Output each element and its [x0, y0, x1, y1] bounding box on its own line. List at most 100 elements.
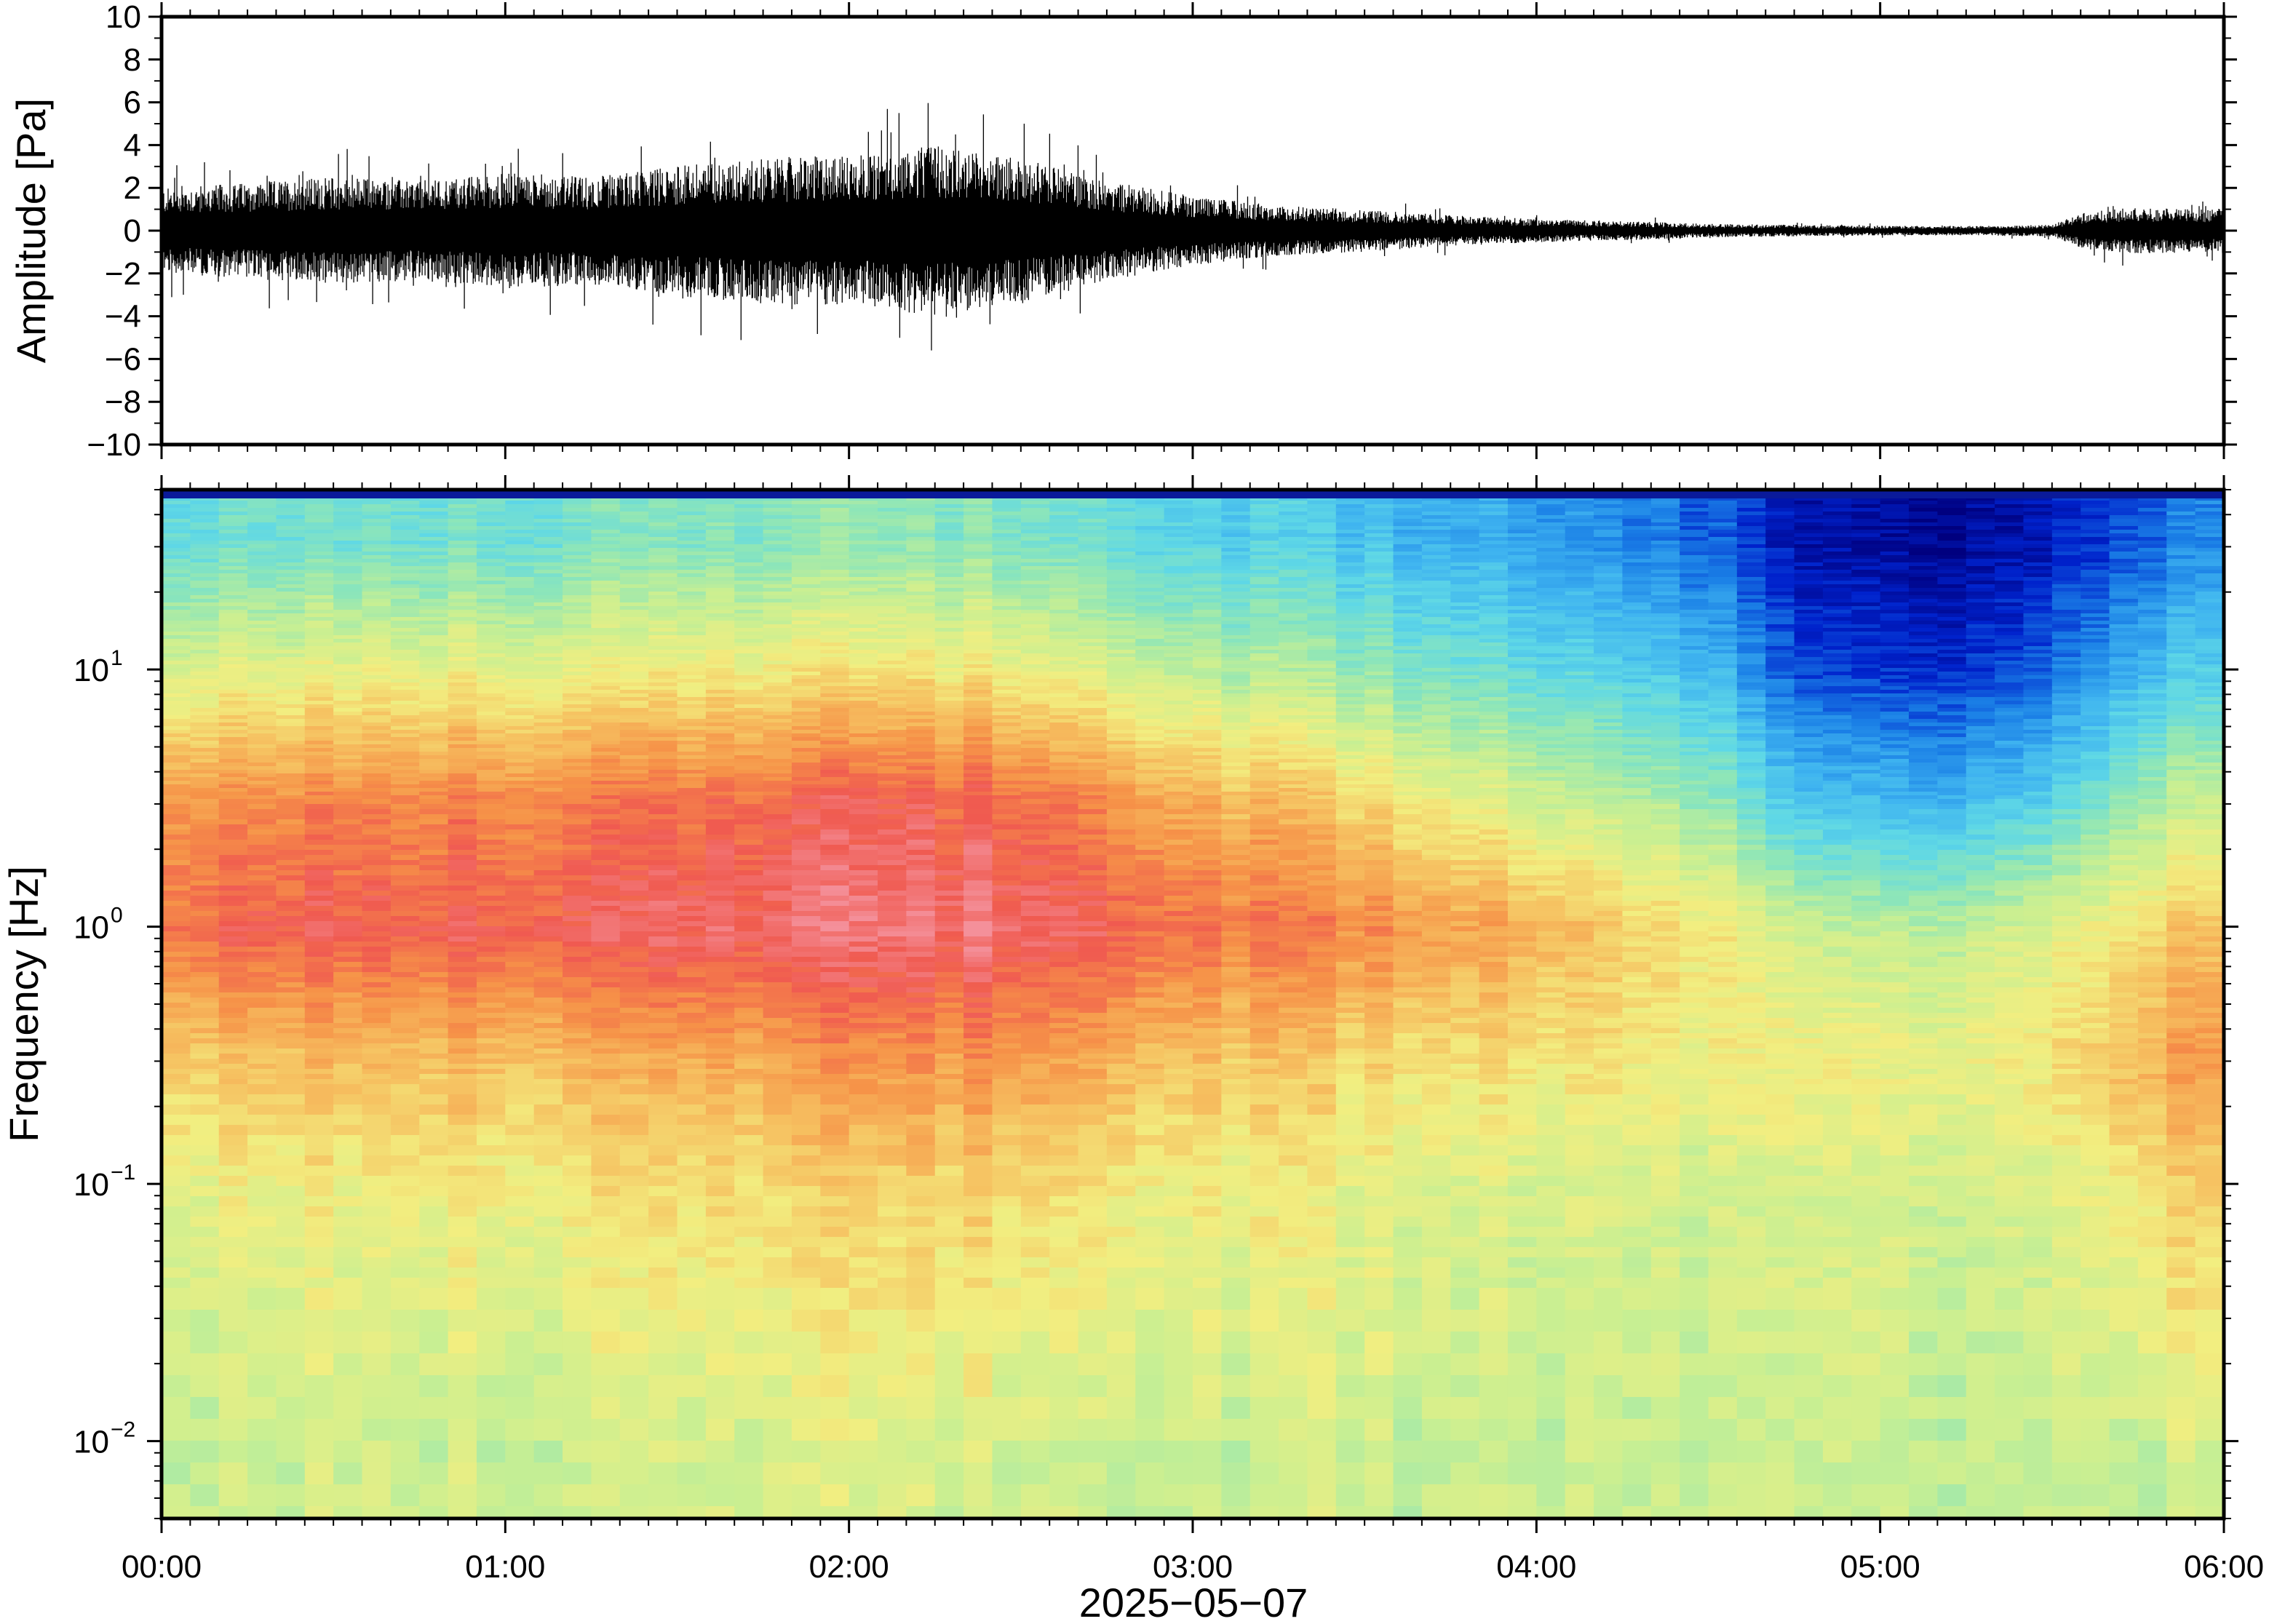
spectrogram-cell [362, 926, 392, 932]
spectrogram-cell [705, 570, 736, 574]
spectrogram-cell [648, 1038, 678, 1044]
spectrogram-cell [849, 799, 878, 805]
spectrogram-cell [162, 1217, 191, 1227]
spectrogram-cell [533, 835, 563, 840]
spectrogram-cell [591, 1084, 621, 1095]
spectrogram-cell [563, 599, 592, 603]
spectrogram-cell [505, 1038, 535, 1044]
spectrogram-cell [333, 1257, 363, 1268]
spectrogram-cell [563, 515, 592, 520]
spectrogram-cell [906, 1023, 936, 1029]
spectrogram-cell [591, 642, 621, 647]
spectrogram-cell [878, 1267, 907, 1278]
spectrogram-cell [448, 936, 477, 942]
spectrogram-cell [448, 1084, 477, 1095]
spectrogram-cell [505, 942, 535, 947]
spectrogram-cell [563, 1441, 592, 1463]
spectrogram-cell [362, 526, 392, 530]
spectrogram-cell [648, 617, 678, 621]
spectrogram-cell [247, 1267, 277, 1278]
spectrogram-cell [906, 1257, 936, 1268]
spectrogram-cell [878, 581, 907, 585]
spectrogram-cell [763, 537, 792, 541]
spectrogram-cell [849, 906, 878, 912]
spectrogram-cell [591, 799, 621, 805]
spectrogram-cell [648, 896, 678, 901]
spectrogram-cell [619, 957, 649, 963]
spectrogram-cell [476, 1064, 506, 1070]
spectrogram-cell [476, 581, 506, 585]
spectrogram-cell [505, 1288, 535, 1310]
spectrogram-cell [906, 497, 936, 501]
spectrogram-cell [276, 730, 306, 734]
spectrogram-cell [218, 1084, 248, 1095]
spectrogram-cell [362, 657, 392, 661]
spectrogram-cell [218, 708, 248, 712]
spectrogram-cell [820, 519, 850, 523]
spectrogram-cell [934, 957, 964, 963]
spectrogram-cell [677, 653, 707, 658]
spectrogram-cell [734, 519, 764, 523]
spectrogram-cell [533, 795, 563, 800]
spectrogram-cell [677, 1054, 707, 1059]
spectrogram-cell [505, 573, 535, 578]
spectrogram-cell [791, 752, 822, 756]
spectrogram-cell [878, 1462, 907, 1485]
spectrogram-cell [878, 1278, 907, 1289]
spectrogram-cell [648, 829, 678, 835]
spectrogram-cell [648, 992, 678, 998]
spectrogram-cell [448, 829, 477, 835]
spectrogram-cell [390, 624, 421, 629]
spectrogram-cell [763, 650, 792, 654]
spectrogram-cell [849, 777, 878, 781]
spectrogram-cell [906, 781, 936, 785]
spectrogram-cell [190, 921, 220, 927]
spectrogram-cell [820, 617, 850, 621]
spectrogram-cell [390, 931, 421, 937]
spectrogram-cell [448, 613, 477, 618]
spectrogram-cell [419, 552, 449, 556]
spectrogram-cell [419, 657, 449, 661]
spectrogram-cell [448, 599, 477, 603]
spectrogram-cell [906, 1115, 936, 1126]
spectrogram-cell [390, 526, 421, 530]
spectrogram-cell [533, 1145, 563, 1156]
spectrogram-cell [705, 650, 736, 654]
spectrogram-cell [648, 610, 678, 614]
spectrogram-cell [734, 668, 764, 672]
spectrogram-cell [333, 573, 363, 578]
spectrogram-cell [533, 1484, 563, 1507]
spectrogram-cell [705, 744, 736, 749]
spectrogram-cell [648, 1267, 678, 1278]
spectrogram-cell [533, 906, 563, 912]
spectrogram-cell [362, 1038, 392, 1044]
spectrogram-cell [878, 679, 907, 683]
spectrogram-cell [878, 661, 907, 665]
spectrogram-cell [820, 501, 850, 505]
spectrogram-cell [648, 621, 678, 625]
spectrogram-cell [390, 819, 421, 825]
spectrogram-cell [763, 931, 792, 937]
spectrogram-cell [505, 1237, 535, 1248]
spectrogram-cell [390, 1353, 421, 1376]
spectrogram-cell [619, 773, 649, 778]
spectrogram-cell [934, 508, 964, 512]
spectrogram-cell [304, 1074, 334, 1080]
spectrogram-cell [906, 911, 936, 917]
spectrogram-cell [362, 1484, 392, 1507]
spectrogram-cell [849, 804, 878, 810]
spectrogram-cell [878, 701, 907, 705]
spectrogram-cell [791, 987, 822, 993]
spectrogram-cell [677, 1506, 707, 1518]
spectrogram-cell [448, 942, 477, 947]
spectrogram-cell [591, 814, 621, 820]
spectrogram-cell [333, 1028, 363, 1034]
spectrogram-cell [906, 712, 936, 716]
spectrogram-cell [563, 1008, 592, 1014]
spectrogram-cell [619, 610, 649, 614]
spectrogram-cell [162, 719, 191, 723]
spectrogram-cell [333, 657, 363, 661]
spectrogram-cell [476, 1462, 506, 1485]
spectrogram-cell [390, 1288, 421, 1310]
spectrogram-cell [934, 744, 964, 749]
